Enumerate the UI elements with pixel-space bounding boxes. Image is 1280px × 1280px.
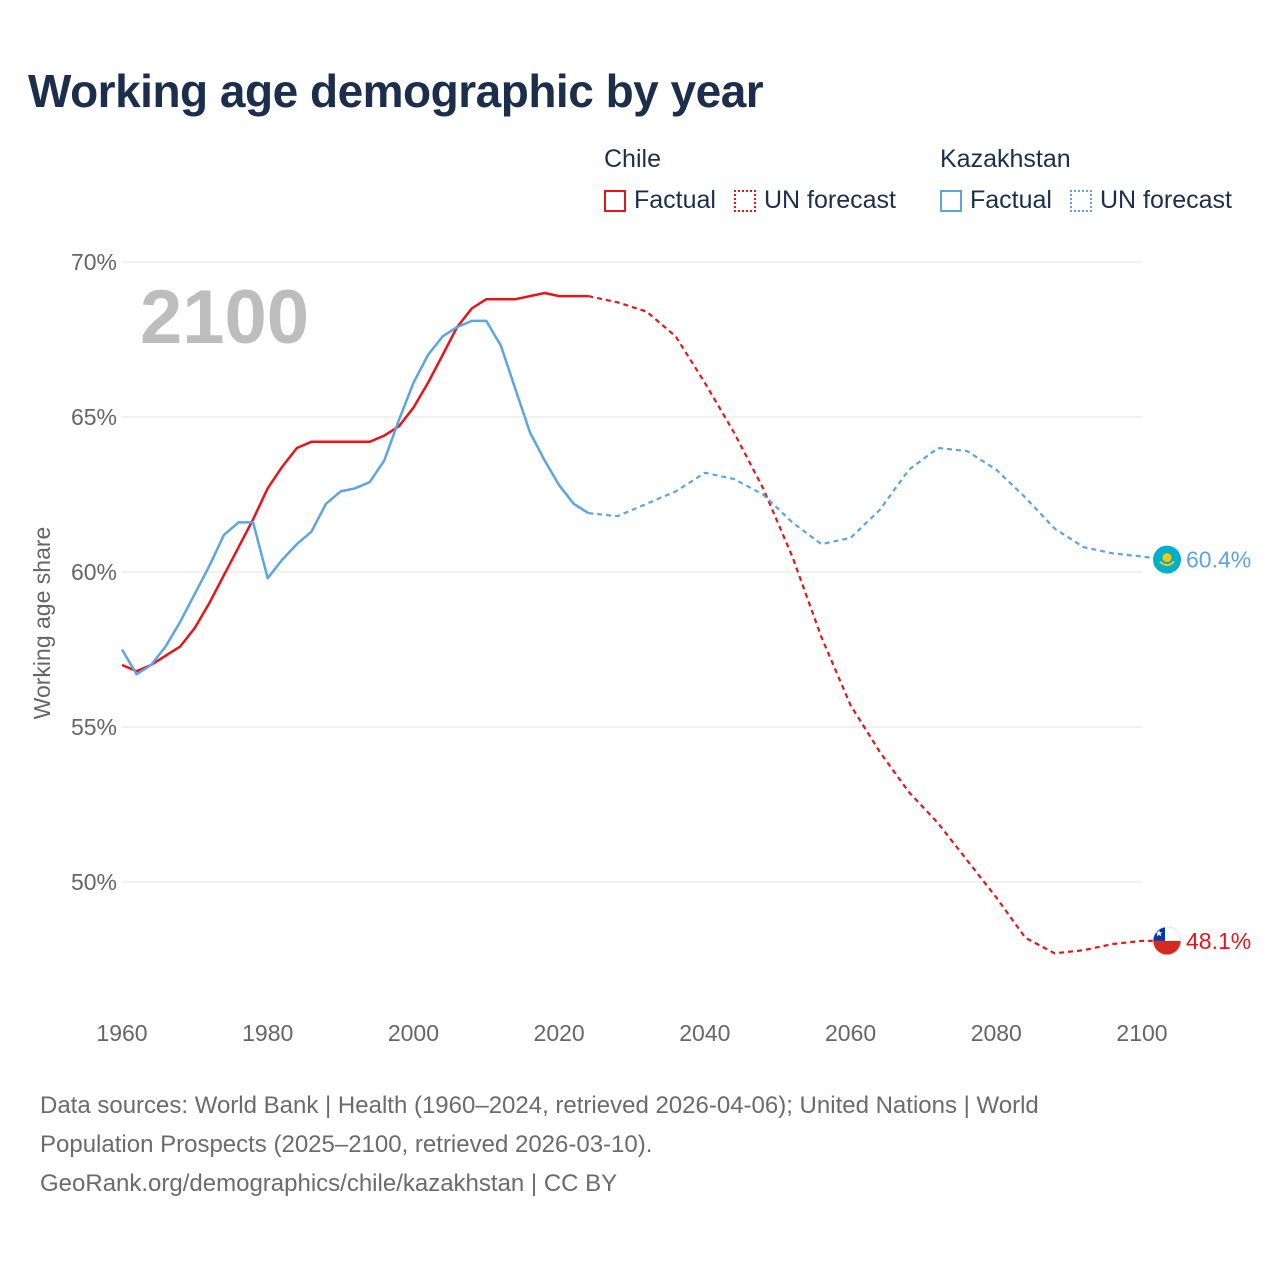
- legend-label: Factual: [970, 186, 1052, 214]
- grid-lines: [122, 261, 1142, 883]
- legend-swatch-solid: [604, 189, 626, 212]
- y-tick-label: 60%: [71, 559, 117, 585]
- chile-flag-icon: [1152, 926, 1182, 956]
- legend-item-kazakhstan-factual[interactable]: Factual: [940, 186, 1052, 215]
- series-line-kazakhstan-factual: [120, 319, 589, 676]
- footer: Data sources: World Bank | Health (1960–…: [40, 1086, 1220, 1203]
- kazakhstan-flag-icon: [1153, 545, 1181, 574]
- end-markers: 48.1% 60.4%: [1152, 545, 1251, 956]
- x-tick-label: 1980: [242, 1020, 293, 1046]
- legend-group-name: Chile: [604, 145, 661, 173]
- x-tick-label: 2080: [971, 1020, 1022, 1046]
- year-overlay: 2100: [140, 275, 309, 360]
- legend-label: Factual: [634, 186, 716, 214]
- y-tick-label: 65%: [71, 404, 117, 430]
- end-value-label-chile: 48.1%: [1186, 928, 1251, 954]
- x-tick-label: 2020: [534, 1020, 585, 1046]
- y-tick-label: 70%: [71, 249, 117, 275]
- x-axis-ticks: 1960 1980 2000 2020 2040 2060 2080 2100: [96, 1020, 1167, 1046]
- x-tick-label: 2040: [679, 1020, 730, 1046]
- y-axis-ticks: 50% 55% 60% 65% 70%: [71, 249, 117, 895]
- legend-swatch-solid: [940, 189, 962, 212]
- legend-swatch-dotted: [1069, 189, 1092, 212]
- legend-item-chile-forecast[interactable]: UN forecast: [733, 186, 896, 215]
- legend-item-kazakhstan-forecast[interactable]: UN forecast: [1069, 186, 1232, 215]
- legend-label: UN forecast: [1099, 186, 1232, 214]
- legend-group-chile: Chile Factual UN forecast: [604, 145, 914, 215]
- end-value-label-kazakhstan: 60.4%: [1186, 547, 1251, 573]
- footer-sources-line1: Data sources: World Bank | Health (1960–…: [40, 1092, 1039, 1119]
- legend-group-name: Kazakhstan: [940, 145, 1071, 173]
- x-tick-label: 2060: [825, 1020, 876, 1046]
- x-tick-label: 1960: [96, 1020, 147, 1046]
- footer-attribution[interactable]: GeoRank.org/demographics/chile/kazakhsta…: [40, 1170, 618, 1197]
- y-tick-label: 55%: [71, 714, 117, 740]
- line-chart: 50% 55% 60% 65% 70% 1960 1980 2000 2020 2040 2060…: [29, 249, 1251, 1046]
- legend-label: UN forecast: [763, 186, 896, 214]
- legend-group-kazakhstan: Kazakhstan Factual UN forecast: [940, 145, 1250, 215]
- series-lines: [120, 291, 1165, 955]
- x-tick-label: 2100: [1116, 1020, 1167, 1046]
- chart-title: Working age demographic by year: [28, 65, 764, 117]
- legend-swatch-dotted: [733, 189, 756, 212]
- footer-sources-line2: Population Prospects (2025–2100, retriev…: [40, 1131, 653, 1158]
- y-axis-label: Working age share: [29, 527, 55, 720]
- series-line-chile-factual: [121, 291, 589, 673]
- legend-item-chile-factual[interactable]: Factual: [604, 186, 716, 215]
- x-tick-label: 2000: [388, 1020, 439, 1046]
- series-line-kazakhstan-forecast: [588, 446, 1165, 561]
- series-line-chile-forecast: [588, 295, 1164, 955]
- y-tick-label: 50%: [71, 869, 117, 895]
